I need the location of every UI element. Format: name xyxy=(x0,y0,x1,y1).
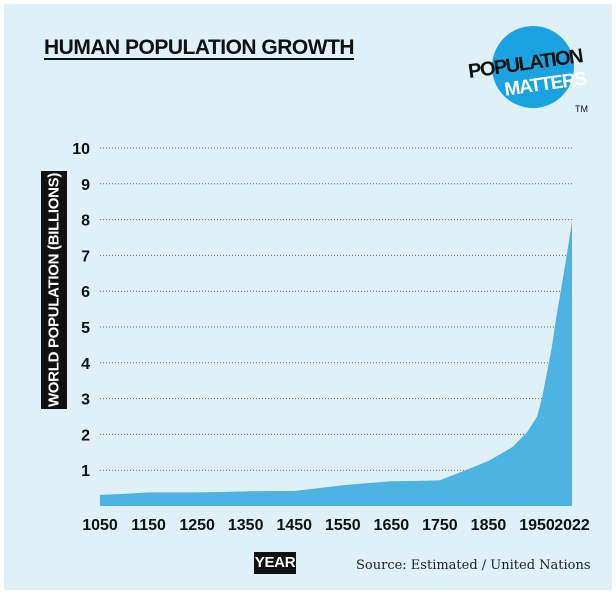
y-tick-label: 7 xyxy=(81,248,90,265)
y-tick-label: 1 xyxy=(81,463,90,480)
y-tick-label: 4 xyxy=(81,356,90,373)
population-area xyxy=(100,221,572,506)
population-matters-logo: POPULATION MATTERS TM xyxy=(467,26,588,114)
x-tick-label: 1950 xyxy=(519,517,555,534)
x-axis-label: YEAR xyxy=(254,552,296,574)
y-tick-label: 8 xyxy=(81,213,90,230)
logo-circle xyxy=(492,26,574,108)
x-tick-label: 1250 xyxy=(179,517,215,534)
x-tick-label: 1850 xyxy=(471,517,507,534)
y-tick-label: 10 xyxy=(72,141,90,158)
y-tick-label: 5 xyxy=(81,320,90,337)
y-tick-label: 3 xyxy=(81,392,90,409)
x-tick-label: 1350 xyxy=(228,517,264,534)
y-tick-label: 2 xyxy=(81,427,90,444)
source-note: Source: Estimated / United Nations xyxy=(356,558,591,573)
y-axis-label-box xyxy=(41,171,67,409)
x-tick-label: 1450 xyxy=(276,517,312,534)
x-tick-label: 1150 xyxy=(131,517,166,534)
y-tick-label: 6 xyxy=(81,284,90,301)
y-tick-label: 9 xyxy=(81,177,90,194)
x-tick-label: 1650 xyxy=(374,517,410,534)
logo-tm: TM xyxy=(575,104,588,114)
x-tick-label: 1050 xyxy=(82,517,118,534)
x-tick-label: 2022 xyxy=(554,517,590,534)
x-tick-label: 1550 xyxy=(325,517,361,534)
chart-title: HUMAN POPULATION GROWTH xyxy=(44,36,355,59)
x-tick-label: 1750 xyxy=(422,517,458,534)
